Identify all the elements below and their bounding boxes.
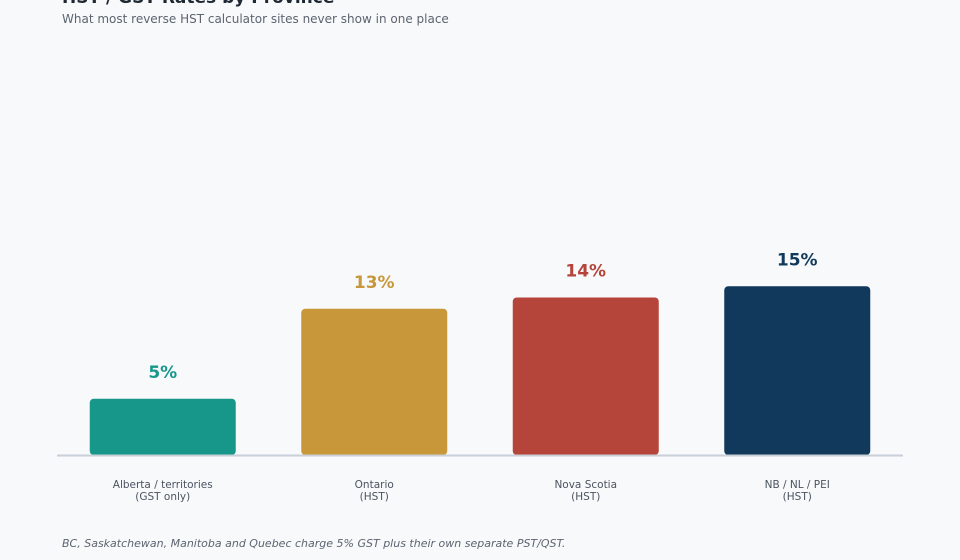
category-label-1: Alberta / territories [113,479,213,491]
value-label-4: 15% [777,250,818,270]
value-label-3: 14% [565,262,606,282]
category-sublabel-3: (HST) [571,491,600,503]
category-sublabel-2: (HST) [360,491,389,503]
bar-1 [89,398,236,455]
value-label-1: 5% [148,363,177,383]
category-sublabel-4: (HST) [783,491,812,503]
bar-3 [512,297,659,455]
category-label-4: NB / NL / PEI [765,479,830,491]
bar-4 [724,286,871,455]
category-label-2: Ontario [355,479,394,491]
bar-2 [301,308,448,455]
category-sublabel-1: (GST only) [135,491,190,503]
chart-subtitle: What most reverse HST calculator sites n… [62,12,449,26]
value-label-2: 13% [354,273,395,293]
chart-footnote: BC, Saskatchewan, Manitoba and Quebec ch… [62,537,566,550]
category-label-3: Nova Scotia [554,479,617,491]
chart-title: HST / GST Rates by Province [62,0,334,8]
